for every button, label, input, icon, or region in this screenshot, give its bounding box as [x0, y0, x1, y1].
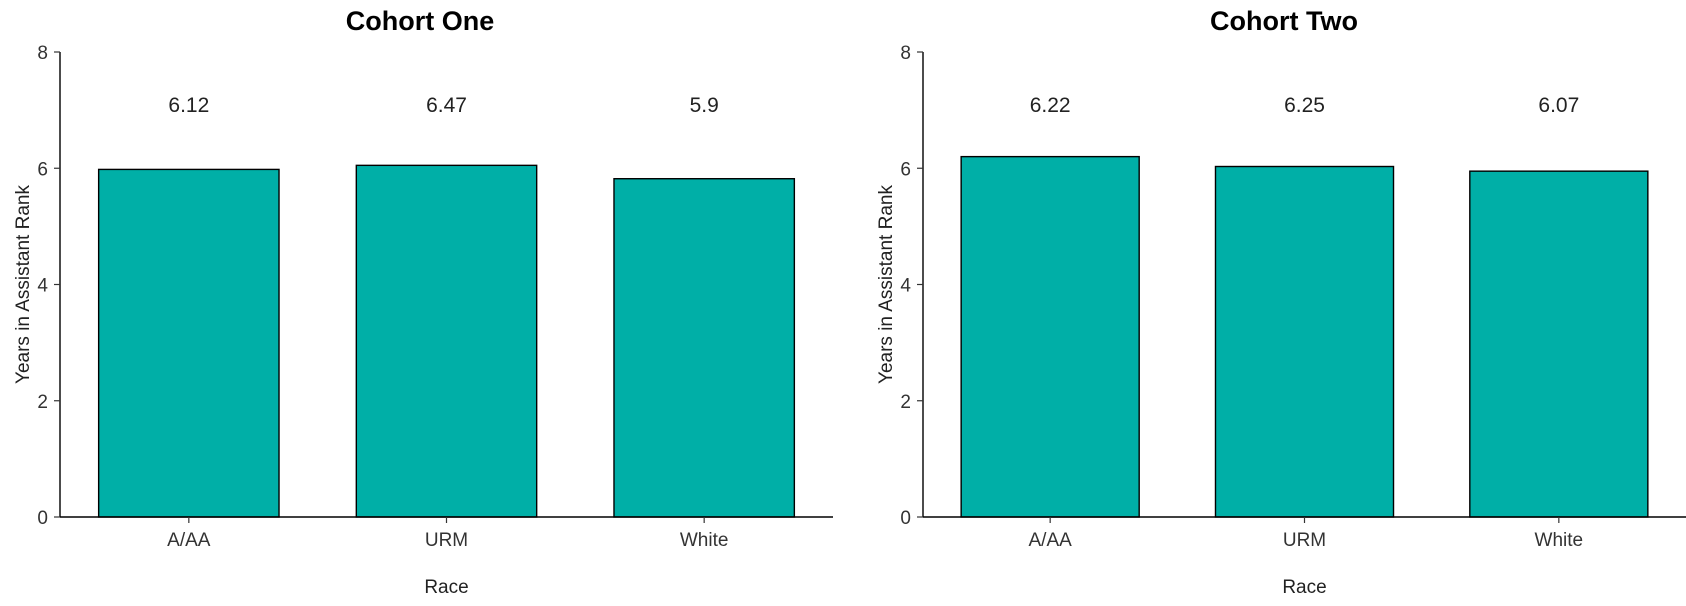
bar-urm — [355, 164, 538, 518]
x-tick-label: URM — [1283, 530, 1326, 551]
chart-title: Cohort One — [346, 6, 495, 36]
chart-panel-1: Cohort One 6.12 6.47 5.9 0 2 4 6 8 A/AA URM White Ra… — [13, 6, 833, 598]
bar-white — [1469, 170, 1649, 518]
data-label: 5.9 — [690, 94, 719, 117]
y-tick-label: 8 — [37, 43, 48, 64]
data-label: 6.47 — [426, 94, 467, 117]
y-axis-title: Years in Assistant Rank — [876, 185, 897, 384]
y-tick-label: 0 — [900, 508, 911, 529]
data-label: 6.12 — [168, 94, 209, 117]
x-tick-label: URM — [425, 530, 468, 551]
x-tick-label: A/AA — [1029, 530, 1073, 551]
bar-white — [613, 178, 796, 518]
x-axis-title: Race — [1282, 577, 1326, 598]
data-label: 6.07 — [1538, 94, 1579, 117]
y-tick-label: 0 — [37, 508, 48, 529]
y-tick-label: 4 — [900, 276, 911, 297]
y-tick-label: 6 — [900, 159, 911, 180]
y-tick-label: 2 — [37, 392, 48, 413]
y-tick-label: 6 — [37, 159, 48, 180]
bar-urm — [1214, 165, 1395, 518]
x-tick-label: White — [680, 530, 729, 551]
x-tick-label: A/AA — [167, 530, 211, 551]
y-axis-title: Years in Assistant Rank — [13, 185, 34, 384]
bar-a-aa — [960, 155, 1140, 518]
bar-a-aa — [97, 168, 280, 518]
y-tick-label: 2 — [900, 392, 911, 413]
x-tick-label: White — [1535, 530, 1584, 551]
chart-panel-2: Cohort Two 6.22 6.25 6.07 0 2 4 6 8 A/AA URM White R… — [876, 6, 1686, 598]
y-tick-label: 8 — [900, 43, 911, 64]
chart-title: Cohort Two — [1210, 6, 1358, 36]
data-label: 6.22 — [1030, 94, 1071, 117]
x-axis-title: Race — [424, 577, 468, 598]
data-label: 6.25 — [1284, 94, 1325, 117]
y-tick-label: 4 — [37, 276, 48, 297]
